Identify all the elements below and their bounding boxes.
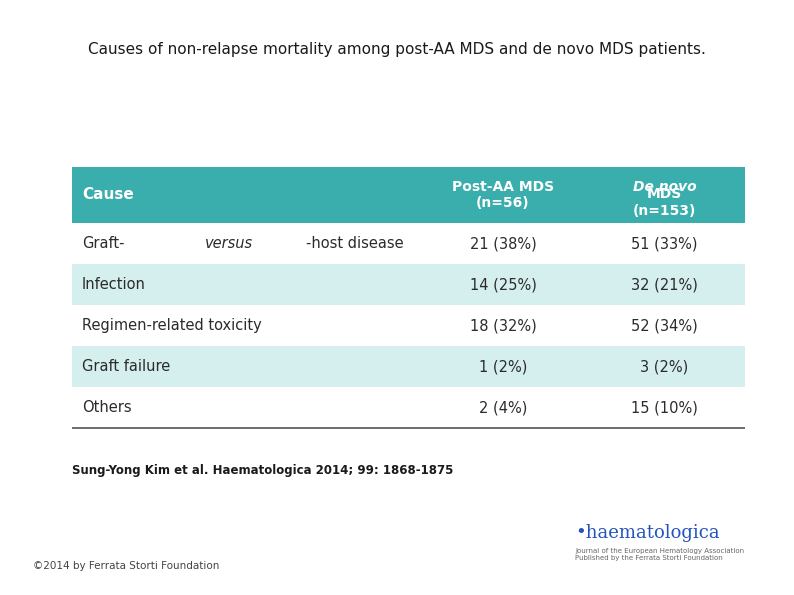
Text: Others: Others <box>82 400 132 415</box>
FancyBboxPatch shape <box>72 264 746 305</box>
Text: Sung-Yong Kim et al. Haematologica 2014; 99: 1868-1875: Sung-Yong Kim et al. Haematologica 2014;… <box>72 464 454 477</box>
Text: 32 (21%): 32 (21%) <box>631 277 698 292</box>
FancyBboxPatch shape <box>72 346 746 387</box>
Text: ©2014 by Ferrata Storti Foundation: ©2014 by Ferrata Storti Foundation <box>33 561 219 571</box>
Text: Cause: Cause <box>82 187 133 202</box>
Text: Post-AA MDS
(n=56): Post-AA MDS (n=56) <box>452 180 554 210</box>
Text: 15 (10%): 15 (10%) <box>631 400 698 415</box>
Text: •haematologica: •haematologica <box>575 524 719 541</box>
Text: Graft failure: Graft failure <box>82 359 170 374</box>
Text: Regimen-related toxicity: Regimen-related toxicity <box>82 318 262 333</box>
Text: 21 (38%): 21 (38%) <box>470 236 537 251</box>
Text: 3 (2%): 3 (2%) <box>641 359 688 374</box>
Text: 18 (32%): 18 (32%) <box>470 318 537 333</box>
Text: Journal of the European Hematology Association
Published by the Ferrata Storti F: Journal of the European Hematology Assoc… <box>575 548 744 561</box>
Text: De novo: De novo <box>633 180 696 194</box>
Text: Infection: Infection <box>82 277 146 292</box>
Text: 14 (25%): 14 (25%) <box>469 277 537 292</box>
Text: 1 (2%): 1 (2%) <box>479 359 527 374</box>
Text: MDS
(n=153): MDS (n=153) <box>633 187 696 218</box>
Text: 2 (4%): 2 (4%) <box>479 400 527 415</box>
FancyBboxPatch shape <box>72 387 746 428</box>
Text: Causes of non-relapse mortality among post-AA MDS and de novo MDS patients.: Causes of non-relapse mortality among po… <box>88 42 706 57</box>
FancyBboxPatch shape <box>72 223 746 264</box>
Text: -host disease: -host disease <box>306 236 404 251</box>
FancyBboxPatch shape <box>72 167 746 223</box>
FancyBboxPatch shape <box>72 305 746 346</box>
Text: versus: versus <box>205 236 253 251</box>
Text: Graft-: Graft- <box>82 236 125 251</box>
Text: 51 (33%): 51 (33%) <box>631 236 698 251</box>
Text: 52 (34%): 52 (34%) <box>631 318 698 333</box>
